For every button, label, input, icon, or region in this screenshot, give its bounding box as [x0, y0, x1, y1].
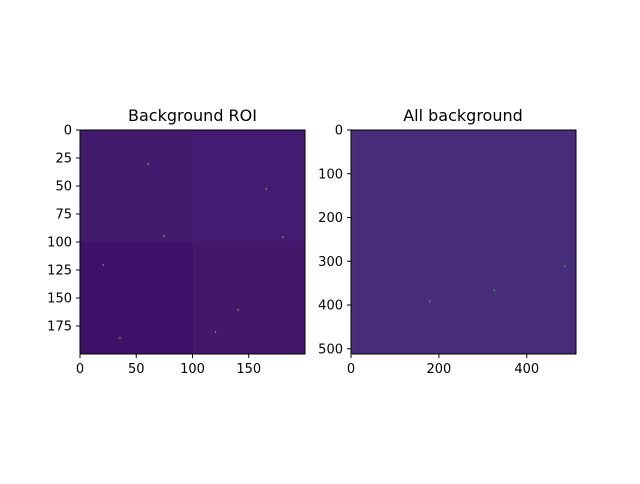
y-tick-label: 25: [55, 152, 72, 167]
y-tick-label: 0: [335, 124, 343, 139]
x-tick-label: 0: [347, 362, 355, 377]
hot-pixel: [429, 300, 431, 302]
heatmap-field: [351, 130, 576, 354]
hot-pixel: [147, 163, 149, 165]
heatmap-column-band: [460, 130, 576, 354]
x-tick-label: 50: [128, 362, 145, 377]
axes-frame: [350, 129, 577, 355]
y-tick-label: 175: [47, 320, 72, 335]
y-tick-label: 200: [318, 211, 343, 226]
hot-pixel: [237, 309, 239, 311]
y-tick-label: 500: [318, 342, 343, 357]
axis-ticks: 0 50 100 150 0 25 50 75 100 125 150 175: [47, 124, 261, 378]
y-tick-label: 300: [318, 255, 343, 270]
hot-pixel: [265, 188, 267, 190]
hot-pixel: [282, 236, 284, 238]
heatmap-quadrant-bottom-right: [192, 242, 305, 354]
x-tick-label: 0: [76, 362, 84, 377]
x-tick-label: 400: [514, 362, 539, 377]
y-tick-label: 100: [47, 236, 72, 251]
x-tick-label: 200: [426, 362, 451, 377]
hot-pixel: [564, 265, 566, 267]
panel-background-roi: Background ROI 0 50 100 150 0 25 50 75 100 125 150…: [47, 106, 306, 378]
panel-title: Background ROI: [128, 106, 257, 125]
y-tick-label: 100: [318, 167, 343, 182]
heatmap-quadrant-top-left: [80, 130, 193, 242]
hot-pixel: [215, 331, 217, 333]
y-tick-label: 50: [55, 180, 72, 195]
y-tick-label: 150: [47, 292, 72, 307]
panel-all-background: All background 0 200 400 0 100 200 300 400 500: [318, 106, 577, 378]
heatmap-quadrant-top-right: [192, 130, 305, 242]
y-tick-label: 125: [47, 264, 72, 279]
y-tick-label: 75: [55, 208, 72, 223]
axis-ticks: 0 200 400 0 100 200 300 400 500: [318, 124, 539, 378]
hot-pixel: [102, 264, 104, 266]
y-tick-label: 0: [64, 124, 72, 139]
x-tick-label: 100: [180, 362, 205, 377]
panel-title: All background: [403, 106, 523, 125]
heatmap-image: [351, 130, 576, 354]
hot-pixel: [163, 235, 165, 237]
hot-pixel: [119, 337, 121, 339]
axes-frame: [79, 129, 306, 355]
y-tick-label: 400: [318, 299, 343, 314]
heatmap-image: [80, 130, 305, 354]
heatmap-column-band: [351, 130, 354, 354]
x-tick-label: 150: [236, 362, 261, 377]
heatmap-quadrant-bottom-left: [80, 242, 193, 354]
hot-pixel: [493, 289, 496, 291]
heatmap-column-band: [573, 130, 576, 354]
